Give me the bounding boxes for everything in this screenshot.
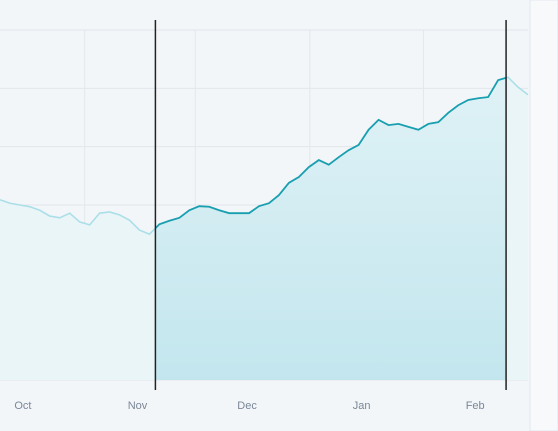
x-tick-label: Nov [128, 400, 148, 412]
x-tick-label: Feb [466, 400, 485, 412]
x-tick-label: Dec [237, 400, 257, 412]
area [155, 77, 507, 380]
line [155, 76, 507, 230]
side-panel [529, 0, 558, 431]
x-tick-label: Jan [353, 400, 371, 412]
x-tick-label: Oct [14, 400, 31, 412]
